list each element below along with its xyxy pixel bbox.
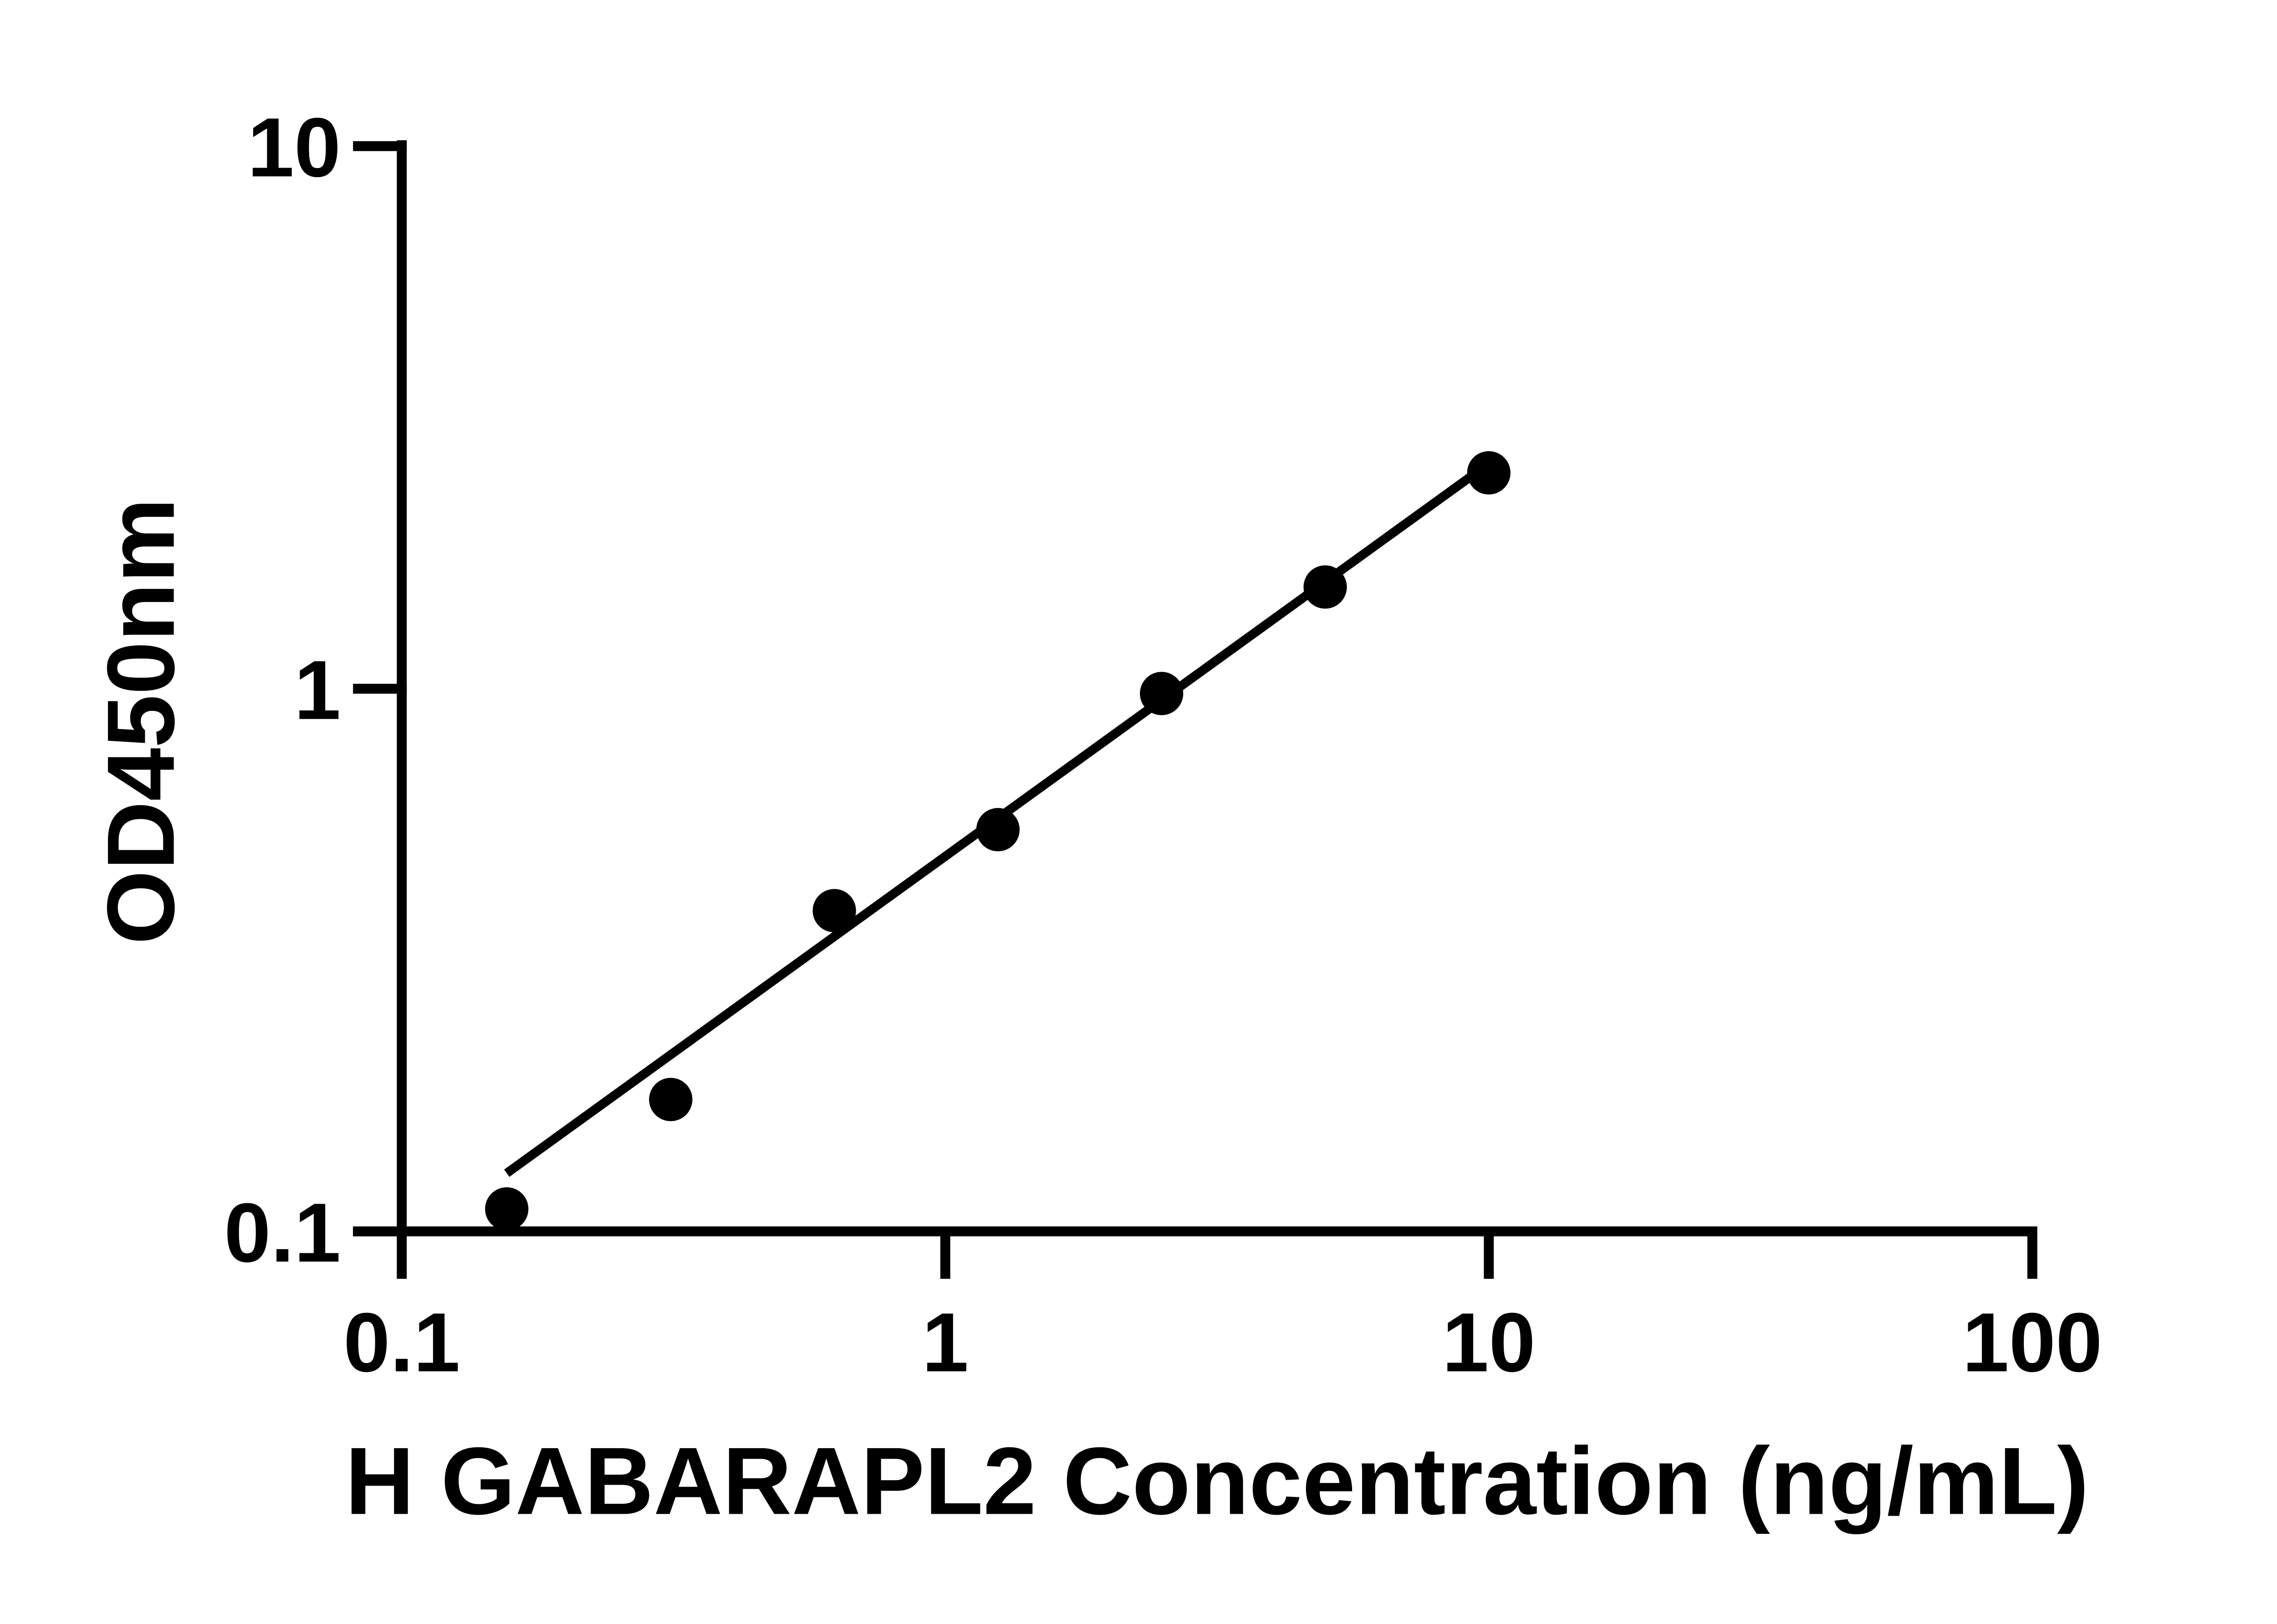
data-point	[1140, 672, 1184, 715]
y-axis-tick-labels: 0.1 1 10	[224, 101, 341, 1280]
data-point	[649, 1078, 693, 1121]
x-tick-label: 0.1	[343, 1296, 460, 1389]
x-axis-tick-labels: 0.1 1 10 100	[343, 1296, 2102, 1389]
data-point	[485, 1187, 529, 1231]
data-point	[812, 889, 856, 933]
x-axis-ticks	[397, 1231, 2037, 1279]
y-axis-title: OD450nm	[87, 498, 194, 945]
data-point	[1467, 451, 1511, 495]
x-tick-label: 10	[1442, 1296, 1536, 1389]
y-tick-label: 1	[294, 643, 341, 737]
x-axis-title: H GABARAPL2 Concentration (ng/mL)	[345, 1427, 2089, 1534]
data-point	[976, 808, 1020, 852]
y-tick-label: 0.1	[224, 1186, 341, 1280]
data-points-group	[485, 451, 1511, 1231]
data-point	[1303, 565, 1347, 609]
y-tick-label: 10	[247, 101, 341, 194]
plot-axes: 0.1 1 10 100 0.1 1 10	[224, 101, 2102, 1389]
x-tick-label: 1	[922, 1296, 969, 1389]
x-tick-label: 100	[1962, 1296, 2103, 1389]
y-axis-ticks	[353, 141, 407, 1236]
